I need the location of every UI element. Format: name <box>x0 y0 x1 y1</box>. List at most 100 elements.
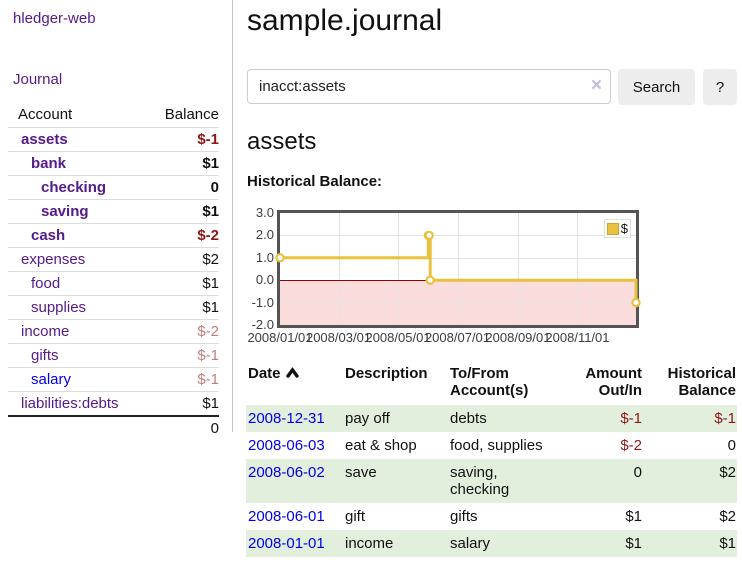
data-point-marker <box>424 230 434 241</box>
transaction-row: 2008-06-03 eat & shop food, supplies $-2 0 <box>246 432 737 459</box>
account-balance: $-2 <box>141 223 219 248</box>
chart-legend: $ <box>603 219 631 238</box>
sidebar-account-link[interactable]: liabilities:debts <box>21 395 119 412</box>
y-tick-label: 0.0 <box>255 272 274 288</box>
account-balance: $1 <box>141 391 219 416</box>
total-balance: 0 <box>141 415 219 440</box>
help-button[interactable]: ? <box>703 69 737 105</box>
transaction-balance: $1 <box>643 530 737 557</box>
account-row: checking 0 <box>8 175 219 200</box>
account-row: salary $-1 <box>8 367 219 392</box>
y-tick-label: -1.0 <box>251 294 274 310</box>
account-name-cell: food <box>8 271 142 296</box>
transaction-date-link[interactable]: 2008-06-01 <box>248 508 325 525</box>
sidebar-account-link[interactable]: gifts <box>31 347 59 364</box>
sidebar-account-link[interactable]: saving <box>41 203 89 220</box>
transaction-description: gift <box>345 508 366 525</box>
account-balance: $1 <box>141 151 219 176</box>
account-name-cell: salary <box>8 367 142 392</box>
data-point-marker <box>425 275 435 285</box>
transaction-accounts: saving, checking <box>448 459 557 503</box>
register-table: Date Description To/From Account(s) Amou… <box>246 363 737 557</box>
account-row: gifts $-1 <box>8 343 219 368</box>
legend-label: $ <box>620 221 628 236</box>
register-header-row: Date Description To/From Account(s) Amou… <box>246 363 737 405</box>
transaction-description: eat & shop <box>345 437 417 454</box>
clear-search-icon[interactable]: × <box>590 75 602 96</box>
sidebar-account-link[interactable]: bank <box>31 155 67 172</box>
search-button[interactable]: Search <box>618 69 695 105</box>
transaction-date-link[interactable]: 2008-06-03 <box>248 437 325 454</box>
total-row-spacer <box>8 415 142 440</box>
account-balance: 0 <box>141 175 219 200</box>
account-name-cell: expenses <box>8 247 142 272</box>
account-name-cell: income <box>8 319 142 344</box>
balance-column-header: Balance <box>164 106 219 123</box>
account-row: expenses $2 <box>8 247 219 272</box>
register-col-accounts: To/From Account(s) <box>450 365 529 399</box>
sidebar-account-link[interactable]: supplies <box>31 299 87 316</box>
transaction-date-link[interactable]: 2008-12-31 <box>248 410 325 427</box>
historical-balance-chart: $ 3.0 2.0 1.0 0.0 -1.0 -2.0 2008/01/01 2008/03/… <box>246 204 742 345</box>
transaction-amount: $1 <box>557 530 643 557</box>
transaction-description: pay off <box>343 405 448 432</box>
register-col-date[interactable]: Date <box>246 363 343 405</box>
chart-line-svg <box>275 230 641 308</box>
sidebar-account-link[interactable]: assets <box>21 131 68 148</box>
x-tick-label: 2008/03/01 <box>305 330 372 345</box>
transaction-amount: $1 <box>625 508 642 525</box>
transaction-description: save <box>343 459 448 503</box>
account-row: liabilities:debts $1 <box>8 391 219 416</box>
sidebar-account-link[interactable]: income <box>21 323 70 340</box>
sidebar-item-journal[interactable]: Journal <box>13 71 63 88</box>
account-balance: $1 <box>141 295 219 320</box>
account-heading: assets <box>247 128 317 155</box>
search-input[interactable] <box>247 69 611 104</box>
search-form: × Search ? <box>247 69 742 105</box>
x-tick-label: 2008/01/01 <box>247 330 313 345</box>
account-row: cash $-2 <box>8 223 219 248</box>
chart-plot[interactable]: $ <box>275 210 641 328</box>
register-col-balance: Historical Balance <box>667 365 736 399</box>
transaction-amount: $-2 <box>620 437 642 454</box>
gridline <box>577 213 579 325</box>
transaction-date-link[interactable]: 2008-01-01 <box>248 535 325 552</box>
sidebar-account-link[interactable]: cash <box>31 227 66 244</box>
transaction-accounts: gifts <box>450 508 478 525</box>
sidebar: hledger-web Journal Account Balance asse… <box>0 0 233 440</box>
gridline <box>517 213 519 325</box>
x-tick-label: 2008/07/01 <box>424 330 491 345</box>
account-name-cell: checking <box>8 175 142 200</box>
sidebar-account-link[interactable]: food <box>31 275 61 292</box>
transaction-amount: $-1 <box>557 405 643 432</box>
chart-title: Historical Balance: <box>247 173 383 190</box>
account-balance: $-1 <box>141 343 219 368</box>
app-title-link[interactable]: hledger-web <box>13 10 96 27</box>
sidebar-account-link[interactable]: expenses <box>21 251 86 268</box>
search-input-wrap: × <box>247 69 611 104</box>
account-name-cell: cash <box>8 223 142 248</box>
sidebar-account-link[interactable]: salary <box>31 371 72 388</box>
transaction-accounts: debts <box>448 405 557 432</box>
account-tree-table: Account Balance assets $-1 bank $1 checking 0… <box>8 103 219 440</box>
account-name-cell: saving <box>8 199 142 224</box>
account-balance: $1 <box>141 271 219 296</box>
gridline <box>398 213 400 325</box>
sort-ascending-icon <box>285 365 299 382</box>
total-row: 0 <box>8 415 219 440</box>
transaction-date-cell: 2008-06-01 <box>246 503 343 530</box>
x-tick-label: 2008/05/01 <box>365 330 431 345</box>
data-point-marker <box>275 253 285 263</box>
y-tick-label: 3.0 <box>255 205 274 220</box>
gridline <box>338 213 340 325</box>
transaction-row: 2008-06-01 gift gifts $1 $2 <box>246 503 737 530</box>
data-point-marker <box>631 297 641 308</box>
gridline <box>457 213 459 325</box>
account-name-cell: gifts <box>8 343 142 368</box>
transaction-date-cell: 2008-06-03 <box>246 432 343 459</box>
legend-swatch-icon <box>606 222 619 235</box>
account-name-cell: assets <box>8 127 142 152</box>
transaction-date-link[interactable]: 2008-06-02 <box>248 464 325 481</box>
sidebar-account-link[interactable]: checking <box>41 179 107 196</box>
transaction-accounts: salary <box>448 530 557 557</box>
